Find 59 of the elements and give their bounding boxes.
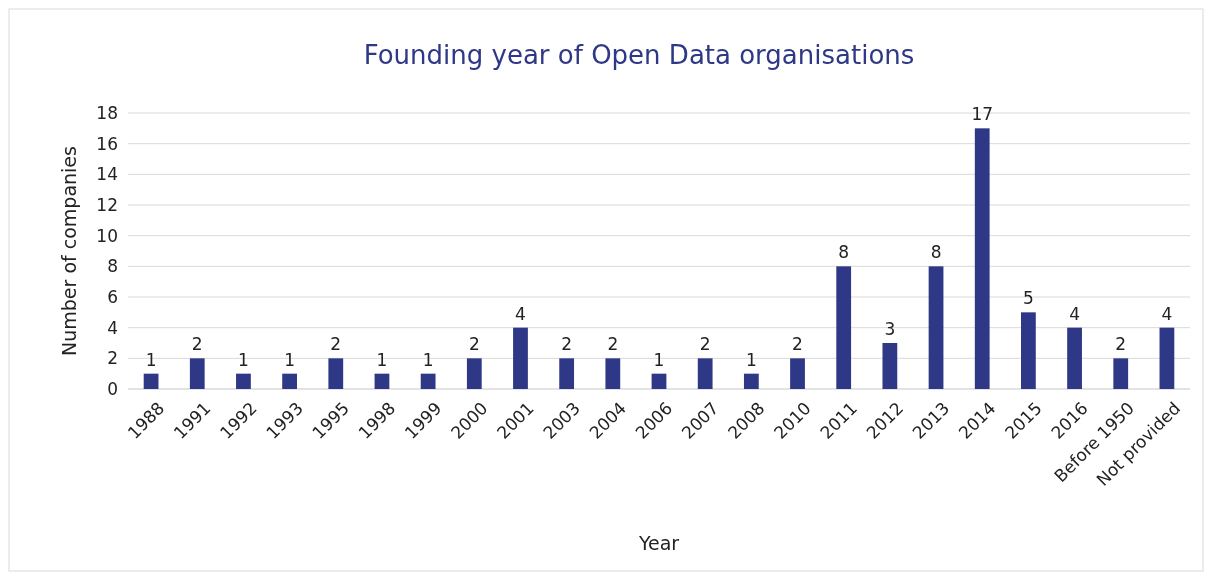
bar — [836, 266, 852, 389]
bar — [143, 373, 159, 389]
bar — [928, 266, 944, 389]
bar — [236, 373, 251, 389]
chart-title: Founding year of Open Data organisations — [363, 40, 915, 70]
bar — [420, 373, 436, 389]
data-label: 8 — [930, 242, 942, 263]
bar — [743, 373, 759, 389]
y-tick-label: 12 — [96, 194, 118, 215]
bar — [559, 358, 575, 389]
x-axis-title: Year — [637, 532, 680, 554]
data-label: 1 — [145, 349, 157, 370]
data-label: 4 — [1161, 303, 1173, 324]
data-label: 8 — [838, 242, 850, 263]
y-tick-label: 10 — [96, 225, 118, 246]
data-label: 2 — [607, 334, 619, 355]
data-label: 2 — [330, 334, 342, 355]
data-label: 2 — [699, 334, 711, 355]
y-tick-label: 4 — [107, 317, 118, 338]
data-label: 5 — [1022, 288, 1034, 309]
data-label: 2 — [468, 334, 480, 355]
data-label: 1 — [422, 349, 434, 370]
data-label: 2 — [561, 334, 573, 355]
data-label: 4 — [515, 303, 526, 324]
bar — [651, 373, 667, 389]
bar — [374, 373, 390, 389]
y-axis-title: Number of companies — [58, 146, 80, 356]
data-label: 1 — [745, 349, 757, 370]
bar — [328, 358, 344, 389]
bar — [513, 327, 528, 389]
data-label: 2 — [191, 334, 203, 355]
y-tick-label: 6 — [107, 286, 118, 307]
bar — [882, 343, 898, 389]
y-tick-label: 14 — [96, 164, 118, 185]
y-tick-label: 18 — [96, 102, 118, 123]
bar — [189, 358, 205, 389]
bar — [466, 358, 482, 389]
data-label: 4 — [1069, 303, 1080, 324]
data-label: 3 — [884, 319, 896, 339]
bar — [605, 358, 621, 389]
y-tick-label: 0 — [107, 378, 118, 399]
bar — [1113, 358, 1129, 389]
bar — [790, 358, 805, 389]
data-label: 1 — [376, 349, 388, 370]
y-tick-label: 2 — [107, 348, 118, 369]
data-label: 1 — [653, 349, 665, 370]
data-label: 17 — [971, 104, 994, 125]
data-label: 2 — [792, 334, 803, 355]
bar — [974, 128, 990, 389]
y-tick-label: 8 — [107, 256, 118, 277]
y-tick-label: 16 — [96, 133, 118, 154]
data-label: 2 — [1115, 334, 1127, 355]
data-label: 1 — [284, 349, 296, 370]
bar — [1159, 327, 1175, 389]
bar — [1021, 312, 1036, 389]
bar — [1067, 327, 1082, 389]
bar — [697, 358, 713, 389]
bar — [282, 373, 297, 389]
data-label: 1 — [238, 349, 249, 370]
